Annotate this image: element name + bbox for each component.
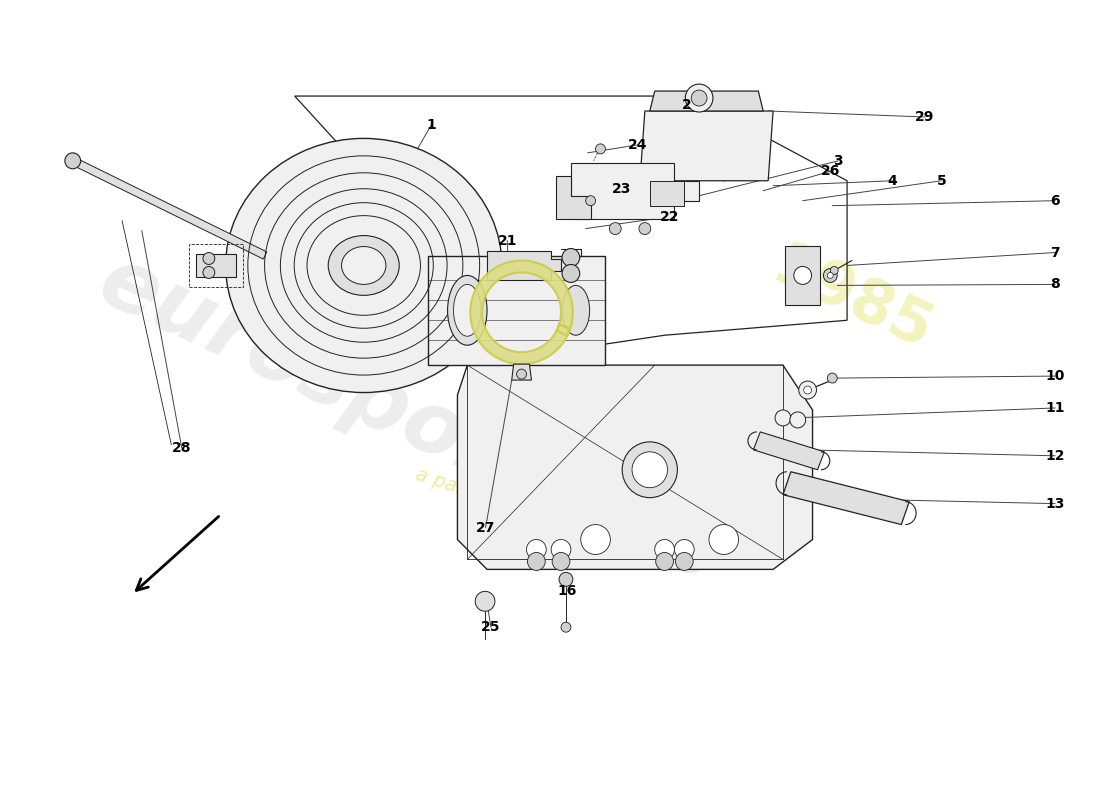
Ellipse shape bbox=[328, 235, 399, 295]
Text: 3: 3 bbox=[834, 154, 843, 168]
Circle shape bbox=[685, 84, 713, 112]
Circle shape bbox=[595, 144, 605, 154]
Circle shape bbox=[776, 410, 791, 426]
Circle shape bbox=[562, 265, 580, 282]
Polygon shape bbox=[512, 364, 531, 380]
Circle shape bbox=[827, 273, 834, 278]
Text: 11: 11 bbox=[1045, 401, 1065, 415]
Text: 8: 8 bbox=[1050, 278, 1060, 291]
Polygon shape bbox=[196, 254, 235, 278]
Polygon shape bbox=[650, 181, 684, 206]
Text: 4: 4 bbox=[888, 174, 898, 188]
Circle shape bbox=[691, 90, 707, 106]
Text: 23: 23 bbox=[612, 182, 631, 196]
Circle shape bbox=[656, 553, 673, 570]
Ellipse shape bbox=[341, 246, 386, 285]
Text: 21: 21 bbox=[497, 234, 517, 247]
Polygon shape bbox=[754, 432, 824, 470]
Circle shape bbox=[65, 153, 80, 169]
Polygon shape bbox=[428, 255, 605, 365]
Circle shape bbox=[204, 253, 214, 265]
Circle shape bbox=[527, 539, 547, 559]
Bar bbox=[189, 243, 243, 287]
Circle shape bbox=[551, 539, 571, 559]
Ellipse shape bbox=[226, 138, 502, 393]
Circle shape bbox=[585, 196, 595, 206]
Circle shape bbox=[830, 266, 838, 274]
Polygon shape bbox=[650, 91, 763, 111]
Circle shape bbox=[204, 266, 214, 278]
Text: 1985: 1985 bbox=[762, 238, 942, 363]
Text: 29: 29 bbox=[915, 110, 935, 124]
Circle shape bbox=[639, 222, 651, 234]
Circle shape bbox=[623, 442, 678, 498]
Text: 5: 5 bbox=[936, 174, 946, 188]
Polygon shape bbox=[72, 158, 267, 259]
Circle shape bbox=[528, 553, 546, 570]
Text: 25: 25 bbox=[481, 620, 500, 634]
Circle shape bbox=[561, 622, 571, 632]
Circle shape bbox=[654, 539, 674, 559]
Circle shape bbox=[581, 525, 611, 554]
Polygon shape bbox=[785, 246, 821, 306]
Polygon shape bbox=[487, 250, 561, 281]
Circle shape bbox=[794, 266, 812, 285]
Text: 1: 1 bbox=[427, 118, 437, 132]
Text: 28: 28 bbox=[172, 441, 191, 455]
Polygon shape bbox=[557, 176, 591, 218]
Text: 22: 22 bbox=[660, 210, 680, 224]
Text: 27: 27 bbox=[476, 521, 495, 534]
Circle shape bbox=[632, 452, 668, 488]
Text: 13: 13 bbox=[1045, 497, 1065, 510]
Text: 24: 24 bbox=[628, 138, 647, 152]
Polygon shape bbox=[471, 261, 573, 364]
Circle shape bbox=[824, 269, 837, 282]
Circle shape bbox=[475, 591, 495, 611]
Circle shape bbox=[799, 381, 816, 399]
Circle shape bbox=[790, 412, 805, 428]
Text: eurosportives: eurosportives bbox=[86, 240, 730, 599]
Text: 10: 10 bbox=[1045, 369, 1065, 383]
Ellipse shape bbox=[453, 285, 481, 336]
Circle shape bbox=[552, 553, 570, 570]
Circle shape bbox=[609, 222, 622, 234]
Ellipse shape bbox=[448, 275, 487, 345]
Circle shape bbox=[675, 553, 693, 570]
Circle shape bbox=[674, 539, 694, 559]
Polygon shape bbox=[783, 472, 910, 525]
Circle shape bbox=[827, 373, 837, 383]
Polygon shape bbox=[458, 365, 813, 570]
Text: 7: 7 bbox=[1050, 246, 1060, 259]
Circle shape bbox=[562, 249, 580, 266]
Text: 2: 2 bbox=[681, 98, 691, 112]
Circle shape bbox=[559, 572, 573, 586]
Polygon shape bbox=[640, 111, 773, 181]
Text: 12: 12 bbox=[1045, 449, 1065, 463]
Text: a passion for parts since 1985: a passion for parts since 1985 bbox=[414, 465, 700, 574]
Ellipse shape bbox=[562, 286, 590, 335]
Polygon shape bbox=[571, 163, 700, 218]
Circle shape bbox=[804, 386, 812, 394]
Text: 16: 16 bbox=[558, 584, 576, 598]
Circle shape bbox=[517, 369, 527, 379]
Circle shape bbox=[710, 525, 738, 554]
Text: 6: 6 bbox=[1050, 194, 1060, 208]
Text: 26: 26 bbox=[821, 164, 840, 178]
